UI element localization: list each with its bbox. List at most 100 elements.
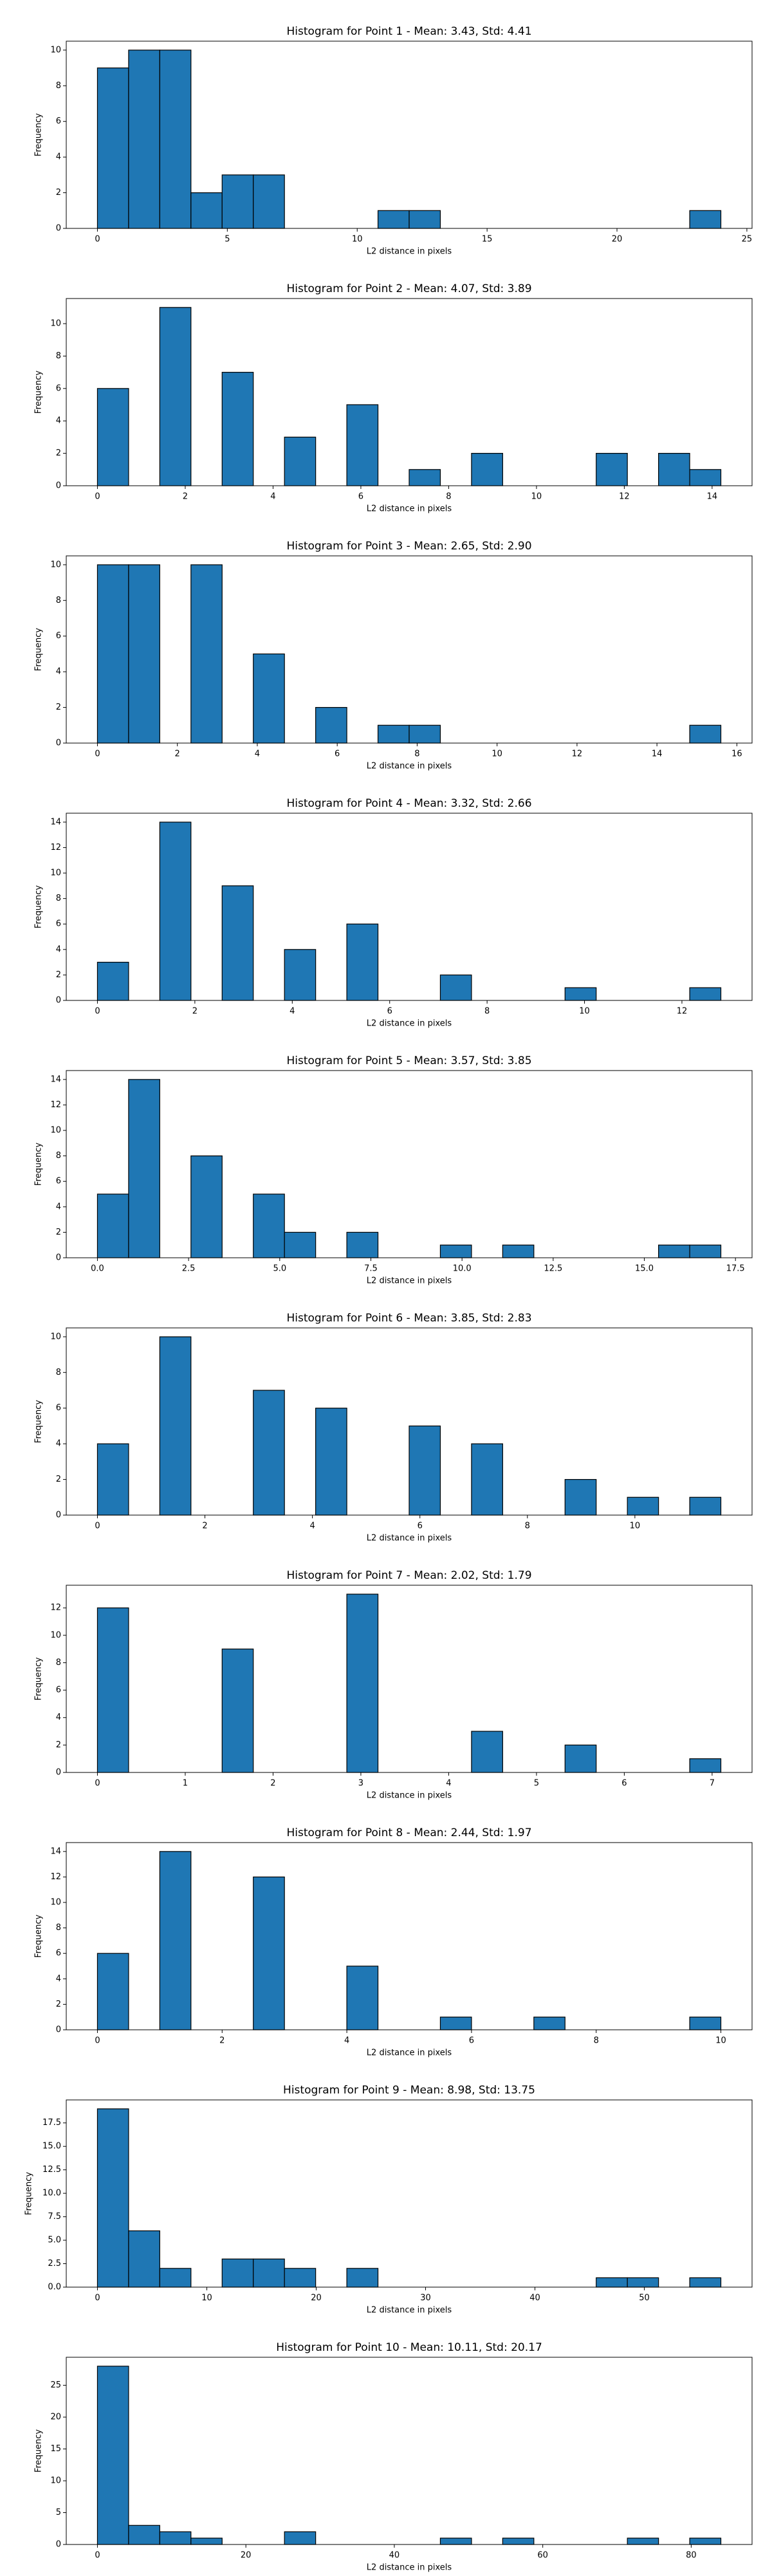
x-tick-label: 20 <box>311 2294 322 2303</box>
bar <box>159 307 192 486</box>
y-tick-label: 0.0 <box>48 2283 61 2292</box>
x-tick-label: 20 <box>241 2551 252 2561</box>
x-tick-label: 2 <box>192 1007 198 1017</box>
y-tick-label: 2 <box>56 970 61 980</box>
y-tick-label: 6 <box>56 1686 61 1695</box>
y-tick-label: 0 <box>56 1768 61 1778</box>
x-tick-label: 6 <box>469 2036 474 2046</box>
x-tick-label: 10 <box>715 2036 726 2046</box>
chart-title: Histogram for Point 5 - Mean: 3.57, Std:… <box>286 1054 531 1067</box>
y-axis-label: Frequency <box>34 371 44 414</box>
bar <box>221 885 254 1001</box>
y-tick-label: 12 <box>50 1603 61 1613</box>
histogram-panel: 0 2 4 6 8 10 12 14 16 0 2 4 6 8 10 Histogram for Point … <box>34 540 753 771</box>
y-tick-label: 7.5 <box>48 2212 61 2222</box>
x-tick-label: 10.0 <box>453 1264 472 1274</box>
y-tick-label: 10.0 <box>42 2189 61 2198</box>
x-tick-label: 6 <box>335 750 340 759</box>
axes-frame <box>66 298 753 486</box>
y-axis-label: Frequency <box>34 1657 44 1700</box>
y-tick-label: 10 <box>50 1126 61 1136</box>
x-tick-label: 15.0 <box>635 1264 654 1274</box>
bar <box>159 2268 192 2288</box>
bar <box>689 1244 722 1258</box>
y-tick-label: 8 <box>56 1923 61 1933</box>
bar <box>689 1758 722 1773</box>
bar <box>159 2531 192 2545</box>
y-tick-label: 25 <box>50 2380 61 2390</box>
histogram-panel: 0 2 4 6 8 10 0 2 4 6 8 10 12 14 Histogram for Point 8 … <box>34 1826 753 2058</box>
chart-title: Histogram for Point 9 - Mean: 8.98, Std:… <box>283 2084 535 2097</box>
bar <box>96 388 129 486</box>
bar <box>533 2016 565 2030</box>
x-tick-label: 40 <box>529 2294 540 2303</box>
x-axis-label: L2 distance in pixels <box>367 247 452 257</box>
y-axis-label: Frequency <box>34 1915 44 1958</box>
bar <box>377 724 410 744</box>
y-tick-label: 6 <box>56 383 61 393</box>
y-tick-label: 10 <box>50 1630 61 1640</box>
bar <box>564 987 597 1001</box>
bar <box>96 962 129 1001</box>
x-tick-label: 0 <box>95 1522 100 1531</box>
y-tick-label: 5.0 <box>48 2236 61 2245</box>
x-axis-label: L2 distance in pixels <box>367 1534 452 1543</box>
bar <box>253 174 285 229</box>
bar <box>596 2277 628 2288</box>
y-tick-label: 15.0 <box>42 2142 61 2151</box>
bar <box>346 1965 379 2030</box>
y-tick-label: 0 <box>56 1511 61 1520</box>
bar <box>346 2268 379 2288</box>
bar <box>190 192 223 229</box>
y-tick-label: 2 <box>56 1475 61 1484</box>
bar <box>159 1336 192 1516</box>
axes-frame <box>66 41 753 229</box>
x-tick-label: 5 <box>534 1779 539 1789</box>
bar <box>159 822 192 1001</box>
x-axis-label: L2 distance in pixels <box>367 2563 452 2573</box>
x-tick-label: 4 <box>270 492 275 502</box>
y-tick-label: 6 <box>56 631 61 641</box>
bar <box>190 1155 223 1258</box>
bar <box>564 1478 597 1516</box>
y-tick-label: 12 <box>50 1872 61 1882</box>
x-tick-label: 7 <box>710 1779 715 1789</box>
y-tick-label: 15 <box>50 2444 61 2454</box>
x-tick-label: 8 <box>414 750 419 759</box>
x-tick-label: 50 <box>639 2294 650 2303</box>
x-tick-label: 10 <box>531 492 542 502</box>
y-tick-label: 0 <box>56 2540 61 2550</box>
bar <box>689 1496 722 1516</box>
bar <box>284 436 317 486</box>
y-tick-label: 2 <box>56 2000 61 2009</box>
x-tick-label: 2 <box>183 492 188 502</box>
bar <box>439 2537 472 2545</box>
bar <box>96 67 129 229</box>
bar <box>689 2277 722 2288</box>
bar <box>96 1193 129 1258</box>
x-tick-label: 4 <box>290 1007 295 1017</box>
y-tick-label: 14 <box>50 1846 61 1856</box>
x-tick-label: 0 <box>95 235 100 244</box>
x-tick-label: 5.0 <box>273 1264 286 1274</box>
x-tick-label: 10 <box>492 750 502 759</box>
y-tick-label: 0 <box>56 481 61 491</box>
x-tick-label: 4 <box>255 750 260 759</box>
y-tick-label: 0 <box>56 1253 61 1263</box>
y-axis-label: Frequency <box>34 885 44 928</box>
bar <box>128 2230 160 2288</box>
x-tick-label: 2 <box>175 750 180 759</box>
y-tick-label: 0 <box>56 739 61 748</box>
bar <box>439 974 472 1001</box>
bar <box>502 1244 535 1258</box>
bar <box>471 1443 503 1516</box>
axes-frame <box>66 1585 753 1773</box>
y-tick-label: 8 <box>56 351 61 361</box>
x-tick-label: 6 <box>358 492 363 502</box>
bar <box>471 453 503 486</box>
axes-frame <box>66 555 753 744</box>
x-tick-label: 1 <box>183 1779 188 1789</box>
bar <box>96 2108 129 2288</box>
bar <box>253 2258 285 2288</box>
x-axis-label: L2 distance in pixels <box>367 1276 452 1286</box>
